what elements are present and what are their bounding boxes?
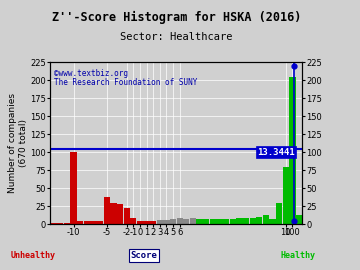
Bar bbox=[216, 219, 222, 224]
Text: ©www.textbiz.org: ©www.textbiz.org bbox=[54, 69, 128, 78]
Bar bbox=[236, 218, 243, 224]
Bar bbox=[269, 219, 276, 224]
Bar bbox=[203, 219, 210, 224]
Bar bbox=[223, 219, 229, 224]
Bar bbox=[190, 218, 196, 224]
Bar bbox=[230, 219, 236, 224]
Bar bbox=[150, 221, 156, 224]
Bar bbox=[283, 167, 289, 224]
Bar bbox=[71, 152, 77, 224]
Bar bbox=[163, 220, 170, 224]
Bar bbox=[123, 208, 130, 224]
Bar bbox=[176, 218, 183, 224]
Bar bbox=[249, 218, 256, 224]
Bar bbox=[143, 221, 150, 224]
Bar bbox=[296, 215, 302, 224]
Text: 13.3441: 13.3441 bbox=[257, 148, 295, 157]
Text: Score: Score bbox=[131, 251, 157, 260]
Text: Z''-Score Histogram for HSKA (2016): Z''-Score Histogram for HSKA (2016) bbox=[52, 11, 301, 24]
Bar bbox=[276, 202, 282, 224]
Text: The Research Foundation of SUNY: The Research Foundation of SUNY bbox=[54, 78, 197, 87]
Bar bbox=[84, 221, 90, 224]
Bar bbox=[157, 220, 163, 224]
Bar bbox=[117, 204, 123, 224]
Bar bbox=[104, 197, 110, 224]
Bar bbox=[183, 219, 189, 224]
Text: Healthy: Healthy bbox=[281, 251, 316, 260]
Bar bbox=[256, 217, 262, 224]
Bar bbox=[110, 202, 117, 224]
Bar bbox=[50, 223, 57, 224]
Bar bbox=[289, 76, 296, 224]
Bar bbox=[137, 221, 143, 224]
Y-axis label: Number of companies
(670 total): Number of companies (670 total) bbox=[8, 93, 28, 193]
Bar bbox=[97, 221, 103, 224]
Bar bbox=[197, 219, 203, 224]
Bar bbox=[243, 218, 249, 224]
Bar bbox=[170, 219, 176, 224]
Text: Unhealthy: Unhealthy bbox=[11, 251, 56, 260]
Bar bbox=[77, 221, 84, 224]
Bar bbox=[90, 221, 96, 224]
Bar bbox=[57, 223, 63, 224]
Bar bbox=[130, 218, 136, 224]
Bar bbox=[64, 223, 70, 224]
Bar bbox=[263, 215, 269, 224]
Bar bbox=[210, 219, 216, 224]
Text: Sector: Healthcare: Sector: Healthcare bbox=[120, 32, 233, 42]
